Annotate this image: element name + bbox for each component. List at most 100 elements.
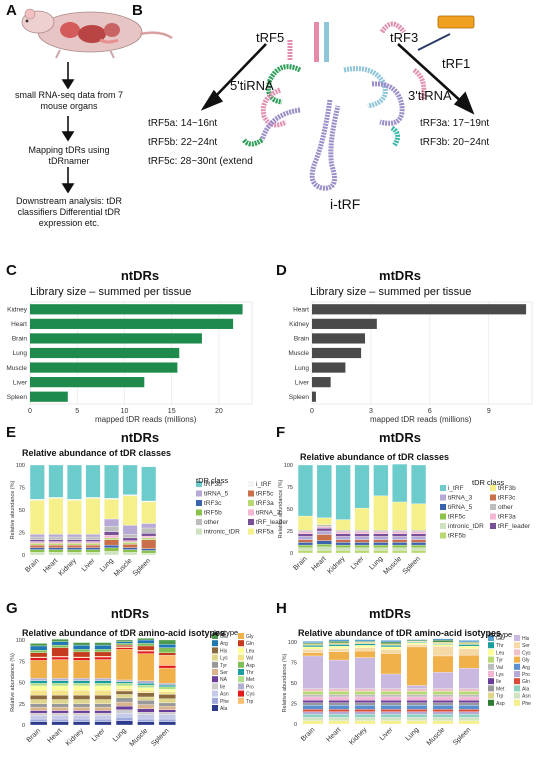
- segment-heart-leu: [328, 645, 350, 649]
- legend-swatch-his: [514, 635, 520, 641]
- x-tick-label: Kidney: [65, 727, 85, 747]
- segment-spleen-tirna_5: [141, 523, 157, 529]
- legend-label-his: His: [522, 636, 530, 642]
- legend-swatch-pro: [514, 671, 520, 677]
- panel-label-e: E: [6, 424, 17, 441]
- y-axis-label: Relative abundance (%): [278, 479, 284, 538]
- segment-lung-phe: [115, 717, 133, 721]
- segment-brain-cys: [30, 657, 48, 661]
- segment-muscle-ser: [137, 704, 155, 709]
- segment-spleen-tirna_3: [411, 536, 427, 540]
- segment-muscle-gln: [137, 645, 155, 651]
- legend-label-asp: Asp: [496, 701, 505, 707]
- segment-heart-glu: [51, 639, 69, 642]
- bar-spleen: [312, 391, 316, 402]
- segment-kidney-met: [73, 683, 91, 687]
- panel-h-title: mtDRs: [369, 606, 411, 621]
- segment-heart-trf5b: [316, 550, 332, 554]
- segment-liver-leu: [94, 685, 112, 691]
- segment-heart-intronic_tdr: [316, 546, 332, 551]
- legend-swatch-met: [488, 685, 494, 692]
- segment-heart-val: [328, 694, 350, 698]
- segment-lung-trf5c: [373, 544, 389, 548]
- segment-lung-trf3c: [104, 544, 119, 548]
- segment-heart-gly: [51, 659, 69, 679]
- segment-liver-trf5b: [354, 550, 370, 554]
- segment-liver-intronic_tdr: [354, 547, 370, 551]
- segment-spleen-phe: [458, 720, 480, 725]
- bar-liver: [30, 377, 145, 388]
- segment-kidney-na: [73, 710, 91, 714]
- legend-swatch-leu: [238, 647, 244, 654]
- segment-muscle-tyr: [432, 691, 454, 695]
- segment-muscle-ser: [432, 645, 454, 657]
- bar-kidney: [312, 318, 377, 329]
- segment-brain-tyr: [30, 703, 48, 708]
- trna-structure: [242, 15, 475, 191]
- legend-label-trf_leader: tRF_leader: [498, 523, 531, 530]
- legend-swatch-trf3b: [196, 481, 202, 487]
- segment-liver-ser: [94, 707, 112, 711]
- legend-label-gln: Gln: [522, 679, 530, 685]
- segment-muscle-trf_leader: [122, 537, 138, 541]
- legend-label-gln: Gln: [246, 641, 254, 647]
- chart-c: 0 5 10 15 20 Kidney Heart Brain Lung Muscle Liver S…: [6, 301, 253, 415]
- segment-spleen-ala: [458, 714, 480, 718]
- legend-label-trf3c: tRF3c: [498, 495, 516, 502]
- segment-lung-trf5a: [104, 499, 119, 520]
- bar-lung: [30, 347, 180, 359]
- chart-h: 0 25 50 75 100 Relative abundance (%) Brain Hea…: [282, 635, 531, 747]
- x-tick-label: 0: [28, 408, 32, 415]
- segment-kidney-pro: [73, 678, 91, 681]
- legend-label-ile: Ile: [496, 679, 502, 685]
- segment-kidney-tirna_5: [335, 542, 351, 546]
- segment-lung-val: [406, 694, 428, 698]
- legend-label-pro: Pro: [246, 684, 254, 690]
- segment-kidney-trf3c: [335, 539, 351, 543]
- workflow-arrows: [61, 62, 75, 194]
- segment-kidney-gly: [73, 660, 91, 679]
- legend-label-tyr: Tyr: [220, 663, 227, 669]
- legend-swatch-asn: [514, 692, 520, 699]
- segment-liver-tirna_3: [354, 536, 370, 540]
- segment-brain-trf3a: [29, 543, 45, 546]
- x-tick-label: Kidney: [58, 557, 78, 577]
- segment-brain-asn: [30, 715, 48, 720]
- segment-lung-intronic_tdr: [373, 547, 389, 551]
- segment-spleen-arg: [158, 644, 176, 648]
- segment-lung-thr: [115, 681, 133, 684]
- segment-heart-arg: [328, 704, 350, 710]
- segment-brain-trf_leader: [297, 533, 313, 537]
- segment-spleen-trf3a: [141, 537, 157, 540]
- segment-heart-tirna_3: [316, 530, 332, 535]
- segment-muscle-other: [122, 534, 138, 539]
- x-tick-label: 0: [310, 408, 314, 415]
- segment-kidney-trf3c: [67, 547, 82, 550]
- segment-heart-ile: [51, 712, 69, 716]
- segment-brain-glu: [30, 643, 48, 647]
- segment-muscle-trf3b: [122, 464, 138, 495]
- segment-kidney-trf_leader: [67, 539, 82, 542]
- segment-lung-trf5b: [104, 547, 119, 552]
- segment-muscle-gly: [432, 655, 454, 673]
- segment-brain-ser: [30, 707, 48, 711]
- segment-kidney-arg: [354, 704, 376, 710]
- segment-kidney-ala: [354, 714, 376, 718]
- segment-kidney-tyr: [73, 703, 91, 708]
- segment-heart-tirna_5: [316, 540, 332, 545]
- segment-spleen-other: [411, 529, 427, 533]
- legend-label-intronic_tdr: intronic_tDR: [204, 529, 240, 536]
- segment-muscle-gly: [137, 653, 155, 681]
- segment-heart-thr: [51, 680, 69, 684]
- segment-kidney-phe: [354, 720, 376, 725]
- legend-swatch-lys: [488, 671, 494, 677]
- segment-liver-phe: [94, 718, 112, 722]
- y-tick-label: Kidney: [7, 306, 28, 313]
- panel-h-legend-title: Isotype: [488, 630, 513, 639]
- segment-lung-phe: [406, 720, 428, 725]
- segment-lung-asn: [115, 712, 133, 718]
- segment-kidney-phe: [73, 718, 91, 722]
- legend-swatch-trf3b: [490, 485, 496, 491]
- legend-swatch-trf3a: [248, 500, 254, 506]
